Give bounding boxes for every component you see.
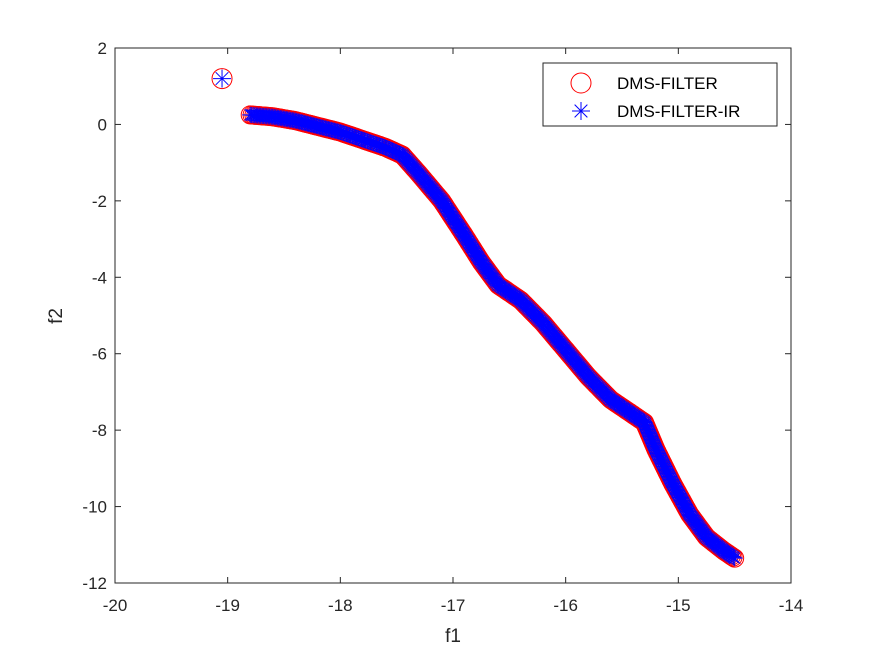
data-point-circle (723, 547, 743, 567)
asterisk-stroke (649, 441, 662, 454)
asterisk-stroke (338, 127, 351, 140)
asterisk-stroke (362, 135, 375, 148)
asterisk-stroke (368, 137, 381, 150)
asterisk-stroke (649, 443, 662, 456)
asterisk-stroke (359, 134, 372, 147)
y-tick-label: -8 (92, 421, 107, 440)
asterisk-stroke (346, 130, 359, 143)
asterisk-stroke (659, 463, 672, 476)
asterisk-stroke (657, 459, 670, 472)
asterisk-stroke (361, 135, 374, 148)
asterisk-stroke (352, 132, 365, 145)
y-axis: -12 -10 -8 -6 -4 -2 0 2 (82, 39, 791, 593)
y-tick-label: -6 (92, 345, 107, 364)
data-point-asterisk (656, 458, 673, 475)
data-point-circle (211, 68, 233, 90)
legend-marker-dms-filter-ir (572, 102, 590, 120)
y-tick-label: -2 (92, 192, 107, 211)
x-tick-label: -17 (441, 596, 466, 615)
x-tick-label: -20 (103, 596, 128, 615)
x-tick-label: -16 (553, 596, 578, 615)
asterisk-stroke (343, 129, 356, 142)
data-point-asterisk (657, 461, 674, 478)
asterisk-stroke (656, 457, 669, 470)
data-layer (211, 68, 745, 568)
asterisk-stroke (349, 131, 362, 144)
legend-label-dms-filter-ir: DMS-FILTER-IR (617, 102, 740, 121)
asterisk-stroke (574, 104, 588, 118)
x-tick-label: -19 (215, 596, 240, 615)
asterisk-stroke (651, 446, 664, 459)
asterisk-stroke (660, 464, 673, 477)
asterisk-stroke (661, 466, 674, 479)
x-tick-label: -15 (666, 596, 691, 615)
x-tick-label: -18 (328, 596, 353, 615)
x-tick-label: -14 (779, 596, 804, 615)
asterisk-stroke (337, 127, 350, 140)
asterisk-stroke (663, 470, 676, 483)
legend-marker-dms-filter (570, 72, 592, 94)
asterisk-stroke (655, 454, 668, 467)
y-tick-label: -10 (82, 498, 107, 517)
y-tick-label: -4 (92, 268, 107, 287)
asterisk-stroke (370, 138, 383, 151)
asterisk-stroke (334, 126, 347, 139)
asterisk-stroke (356, 133, 369, 146)
asterisk-stroke (652, 448, 665, 461)
asterisk-stroke (662, 469, 675, 482)
legend-label-dms-filter: DMS-FILTER (617, 74, 718, 93)
x-axis: -20 -19 -18 -17 -16 -15 -14 (103, 48, 804, 615)
asterisk-stroke (358, 134, 371, 147)
asterisk-stroke (658, 460, 671, 473)
data-point-asterisk (650, 446, 667, 463)
asterisk-stroke (656, 456, 669, 469)
y-tick-label: -12 (82, 574, 107, 593)
asterisk-stroke (658, 461, 671, 474)
data-point-asterisk (726, 550, 743, 567)
asterisk-stroke (374, 139, 387, 152)
asterisk-stroke (371, 138, 384, 151)
asterisk-stroke (661, 467, 674, 480)
asterisk-stroke (335, 126, 348, 139)
x-axis-label: f1 (445, 626, 461, 647)
asterisk-stroke (215, 71, 229, 86)
asterisk-stroke (353, 132, 366, 145)
asterisk-stroke (341, 128, 354, 141)
asterisk-stroke (377, 140, 390, 153)
asterisk-stroke (344, 129, 357, 142)
asterisk-stroke (664, 473, 677, 486)
asterisk-stroke (365, 136, 378, 149)
asterisk-stroke (663, 471, 676, 484)
y-tick-label: 0 (98, 115, 107, 134)
asterisk-stroke (728, 552, 741, 565)
asterisk-stroke (347, 130, 360, 143)
legend: DMS-FILTER DMS-FILTER-IR (542, 62, 778, 127)
asterisk-stroke (355, 133, 368, 146)
data-point-asterisk (213, 69, 232, 88)
y-tick-label: 2 (98, 39, 107, 58)
asterisk-stroke (650, 444, 663, 457)
asterisk-stroke (367, 137, 380, 150)
asterisk-stroke (376, 140, 389, 153)
asterisk-stroke (654, 453, 667, 466)
asterisk-stroke (350, 131, 363, 144)
asterisk-stroke (654, 451, 667, 464)
asterisk-stroke (653, 450, 666, 463)
asterisk-stroke (340, 128, 353, 141)
series-dms-filter-ir (213, 69, 743, 567)
y-axis-label: f2 (46, 308, 67, 324)
legend-asterisk (572, 102, 590, 120)
asterisk-stroke (373, 139, 386, 152)
asterisk-stroke (651, 447, 664, 460)
asterisk-stroke (364, 136, 377, 149)
